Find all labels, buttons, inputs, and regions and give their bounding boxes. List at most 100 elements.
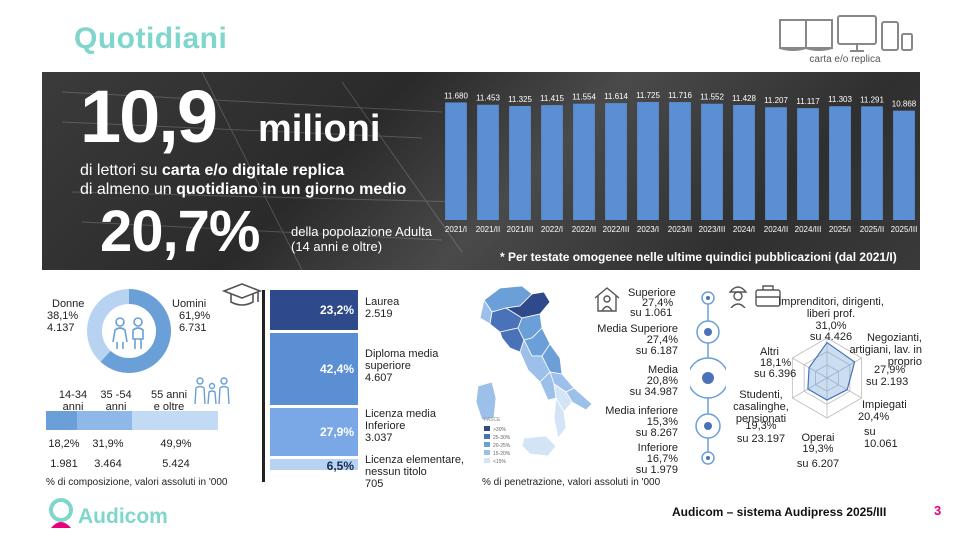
- trend-bar: [669, 102, 691, 220]
- trend-bar-value: 11.453: [476, 94, 500, 103]
- edu-name-2: Diploma media superiore: [365, 348, 439, 372]
- trend-bar: [509, 106, 531, 220]
- trend-bar-category: 2022/II: [572, 225, 596, 234]
- trend-bar-category: 2023/I: [637, 225, 659, 234]
- class-pct-2: 27,4%: [646, 334, 678, 346]
- trend-bar-value: 11.725: [636, 91, 660, 100]
- age-segment: [132, 411, 218, 430]
- readers-trend-chart: 11.680 2021/I 11.453 2021/II 11.325 2021/III 1…: [444, 91, 918, 234]
- edu-name-3: Licenza media Inferiore: [365, 408, 436, 432]
- edu-name-4: Licenza elementare, nessun titolo: [365, 454, 465, 478]
- edu-abs-2: 4.607: [365, 372, 393, 384]
- class-abs-5: su 1.979: [635, 464, 678, 476]
- map-legend-swatch: [484, 434, 490, 439]
- penetration-subtext: (14 anni e oltre): [291, 239, 383, 254]
- family-icon: [194, 377, 230, 405]
- radar-axis: [792, 377, 828, 399]
- map-legend-label: >30%: [493, 427, 506, 433]
- education-segment: 42,4%: [270, 332, 358, 406]
- prof-pct-1: 31,0%: [815, 320, 847, 332]
- prof-pct-6: 18,1%: [760, 357, 792, 369]
- class-abs-4: su 8.267: [635, 427, 678, 439]
- radar-series: [807, 341, 856, 401]
- trend-bar: [893, 110, 915, 220]
- class-name-5: Inferiore: [637, 442, 678, 454]
- gender-men-label: Uomini: [172, 298, 207, 310]
- radar-axis: [826, 377, 862, 399]
- trend-bar-value: 11.554: [572, 93, 596, 102]
- class-pct-1: 27,4%: [642, 297, 674, 309]
- class-abs-3: su 34.987: [629, 386, 678, 398]
- radar-axis: [792, 357, 828, 379]
- education-segment: 23,2%: [270, 290, 358, 330]
- trend-bar-value: 11.415: [540, 94, 564, 103]
- age-abs-3: 5.424: [162, 458, 190, 470]
- prof-pct-2: 27,9%: [874, 364, 906, 376]
- age-segment: [46, 411, 78, 430]
- trend-bar: [765, 107, 787, 220]
- age-pct-2: 31,9%: [92, 438, 124, 450]
- penetration-pct: 20,7%: [100, 199, 260, 264]
- house-person-icon: [594, 287, 620, 312]
- trend-bar-category: 2022/III: [603, 225, 630, 234]
- gender-men-pct: 61,9%: [179, 310, 211, 322]
- class-pct-4: 15,3%: [646, 416, 678, 428]
- gender-women-label: Donne: [52, 298, 85, 310]
- prof-pct-3: 20,4%: [858, 411, 890, 423]
- gender-women-abs: 4.137: [47, 322, 75, 334]
- trend-bar-value: 10.868: [892, 100, 917, 109]
- radar-axis: [826, 357, 862, 379]
- trend-bar-value: 11.552: [700, 93, 724, 102]
- trend-bar: [861, 106, 883, 220]
- prof-abs-2: su 2.193: [866, 376, 909, 388]
- edu-abs-4: 705: [365, 478, 384, 490]
- class-abs-1: su 1.061: [630, 307, 673, 319]
- map-legend-swatch: [484, 426, 490, 431]
- age-segment: [77, 411, 133, 430]
- graduation-cap-icon: [222, 283, 262, 306]
- composition-note: % di composizione, valori assoluti in '0…: [46, 477, 228, 488]
- trend-bar-category: 2025/III: [891, 225, 918, 234]
- trend-bar-category: 2024/I: [733, 225, 755, 234]
- map-legend-swatch: [484, 450, 490, 455]
- prof-abs-5: su 23.197: [736, 433, 786, 445]
- trend-bar: [445, 102, 467, 220]
- prof-pct-4: 19,3%: [802, 443, 834, 455]
- trend-bar-category: 2023/III: [699, 225, 726, 234]
- prof-name-2: Negozianti, artigiani, lav. in proprio: [849, 332, 922, 368]
- trend-bar-value: 11.303: [828, 95, 852, 104]
- gender-women-pct: 38,1%: [47, 310, 79, 322]
- trend-bar-category: 2021/I: [445, 225, 467, 234]
- professions-radar: [791, 337, 863, 419]
- class-ladder: [690, 291, 726, 465]
- edu-abs-1: 2.519: [365, 308, 393, 320]
- headline-unit: milioni: [258, 108, 381, 150]
- trend-bar: [701, 103, 723, 220]
- gender-donut: [87, 289, 171, 373]
- trend-bar-category: 2024/III: [795, 225, 822, 234]
- gender-men-abs: 6.731: [179, 322, 207, 334]
- edu-name-1: Laurea: [365, 296, 400, 308]
- trend-bar-category: 2025/I: [829, 225, 851, 234]
- education-segment: 27,9%: [270, 408, 358, 456]
- trend-bar: [541, 105, 563, 220]
- page-title: Quotidiani: [74, 22, 228, 55]
- map-legend-label: <15%: [493, 459, 506, 465]
- italy-map: FASCE >30% 25-30% 20-25% 15-20% <15%: [475, 285, 593, 465]
- trend-bar-value: 11.680: [444, 91, 468, 100]
- trend-bar-category: 2022/I: [541, 225, 563, 234]
- source-footer: Audicom – sistema Audipress 2025/III: [672, 505, 887, 519]
- prof-name-5: Studenti, casalinghe, pensionati: [733, 389, 789, 425]
- trend-bar-category: 2021/III: [507, 225, 534, 234]
- trend-bar-value: 11.716: [668, 91, 692, 100]
- prof-abs-6: su 6.396: [754, 368, 797, 380]
- education-pct: 23,2%: [319, 302, 354, 317]
- map-legend-label: 20-25%: [493, 443, 511, 449]
- page-number: 3: [934, 503, 942, 518]
- prof-name-1: Imprenditori, dirigenti, liberi prof.: [778, 296, 884, 320]
- trend-bar: [797, 108, 819, 220]
- trend-bar-value: 11.428: [732, 94, 756, 103]
- trend-bar: [829, 106, 851, 220]
- age-pct-1: 18,2%: [48, 438, 80, 450]
- age-abs-1: 1.981: [50, 458, 78, 470]
